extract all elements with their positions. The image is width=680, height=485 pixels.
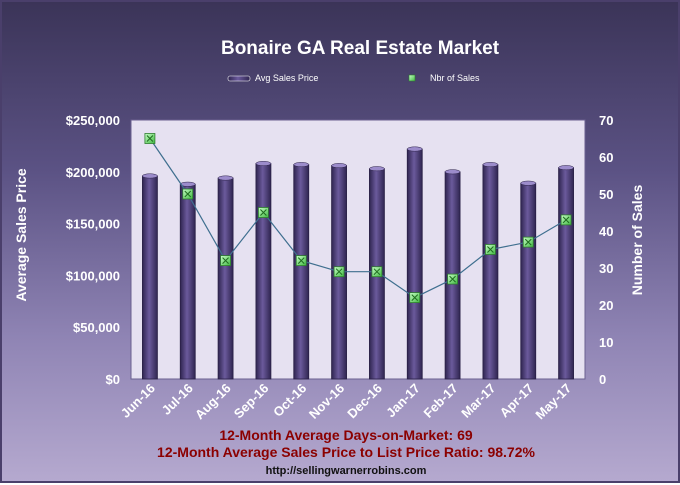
x-tick-label-Jul-16: Jul-16: [159, 381, 196, 418]
bar-cap-Aug-16: [217, 175, 234, 181]
line-series: [144, 133, 572, 304]
bar-cap-Jul-16: [180, 181, 196, 187]
bar-Mar-17: [482, 164, 499, 380]
marker-x-May-17: [562, 216, 570, 224]
x-tick-label-Feb-17: Feb-17: [420, 381, 460, 421]
right-tick-label: 70: [599, 113, 613, 128]
x-axis-ticks: Jun-16 Jul-16Aug-16Sep-16Oct-16Nov-16Dec-…: [118, 381, 574, 423]
right-tick-label: 40: [599, 224, 613, 239]
bar-May-17: [558, 167, 574, 380]
left-tick-label: $0: [106, 372, 120, 387]
left-axis-ticks: $0 $50,000 $100,000 $150,000 $200,000 $250,00…: [66, 113, 120, 387]
bar-cap-Jun-16: [142, 173, 158, 179]
bar-Aug-16: [217, 177, 234, 380]
right-tick-label: 50: [599, 187, 613, 202]
footer-days-on-market: 12-Month Average Days-on-Market: 69: [219, 427, 473, 443]
bar-cap-Mar-17: [482, 162, 499, 167]
bar-Jun-16: [142, 175, 158, 380]
marker-x-Aug-16: [222, 257, 229, 264]
left-tick-label: $250,000: [66, 113, 120, 128]
x-tick-label-Aug-16: Aug-16: [192, 381, 234, 423]
right-axis-label: Number of Sales: [629, 185, 645, 296]
x-tick-label-Apr-17: Apr-17: [497, 381, 537, 421]
x-tick-label-Mar-17: Mar-17: [458, 381, 498, 421]
bar-cap-Feb-17: [444, 169, 461, 175]
marker-x-Dec-16: [373, 268, 381, 276]
x-tick-label-Jun-16: Jun-16: [118, 381, 158, 421]
x-tick-label-Oct-16: Oct-16: [270, 381, 309, 420]
bar-cap-Nov-16: [331, 163, 347, 169]
bar-Jul-16: [179, 183, 196, 380]
x-tick-label-Sep-16: Sep-16: [231, 381, 272, 422]
right-tick-label: 30: [599, 261, 613, 276]
bar-Jan-17: [406, 148, 423, 380]
marker-x-Sep-16: [260, 209, 267, 216]
left-tick-label: $50,000: [73, 320, 120, 335]
bar-cap-May-17: [558, 165, 574, 171]
marker-x-Feb-17: [449, 275, 456, 283]
marker-x-Jun-16: [146, 135, 154, 142]
legend-swatch-bar: [227, 75, 251, 82]
legend-swatch-marker: [408, 74, 416, 82]
legend-label-nbr-sales: Nbr of Sales: [430, 73, 480, 83]
plot-area: [130, 119, 586, 380]
marker-x-Mar-17: [487, 246, 494, 253]
bar-cap-Apr-17: [520, 180, 536, 186]
x-tick-label-May-17: May-17: [532, 381, 574, 423]
legend: Avg Sales Price Nbr of Sales: [227, 73, 480, 83]
footer-price-ratio: 12-Month Average Sales Price to List Pri…: [157, 444, 535, 460]
left-tick-label: $100,000: [66, 268, 120, 283]
bar-cap-Oct-16: [293, 162, 309, 167]
bar-Oct-16: [293, 164, 310, 380]
x-tick-label-Jan-17: Jan-17: [383, 381, 423, 421]
right-axis-ticks: 0 10 20 30 40 50 60 70: [599, 113, 613, 387]
footer-url[interactable]: http://sellingwarnerrobins.com: [266, 465, 427, 477]
left-tick-label: $200,000: [66, 165, 120, 180]
bar-cap-Jan-17: [407, 146, 423, 152]
chart-title: Bonaire GA Real Estate Market: [221, 38, 500, 59]
marker-x-Oct-16: [297, 257, 305, 264]
marker-x-Nov-16: [335, 268, 343, 276]
nbr-sales-line: [149, 138, 567, 299]
right-tick-label: 10: [599, 335, 613, 350]
right-tick-label: 60: [599, 150, 613, 165]
x-tick-label-Nov-16: Nov-16: [306, 381, 347, 422]
right-tick-label: 0: [599, 372, 606, 387]
right-tick-label: 20: [599, 298, 613, 313]
bar-cap-Dec-16: [369, 166, 385, 172]
bar-Sep-16: [255, 163, 272, 380]
left-axis-label: Average Sales Price: [13, 168, 29, 302]
bar-Apr-17: [520, 182, 537, 380]
left-tick-label: $150,000: [66, 217, 120, 232]
marker-x-Apr-17: [524, 238, 532, 246]
x-tick-label-Dec-16: Dec-16: [344, 381, 385, 422]
bar-cap-Sep-16: [255, 161, 272, 166]
marker-x-Jul-16: [184, 190, 192, 198]
marker-x-Jan-17: [411, 294, 419, 301]
legend-label-sales-price: Avg Sales Price: [255, 73, 318, 83]
